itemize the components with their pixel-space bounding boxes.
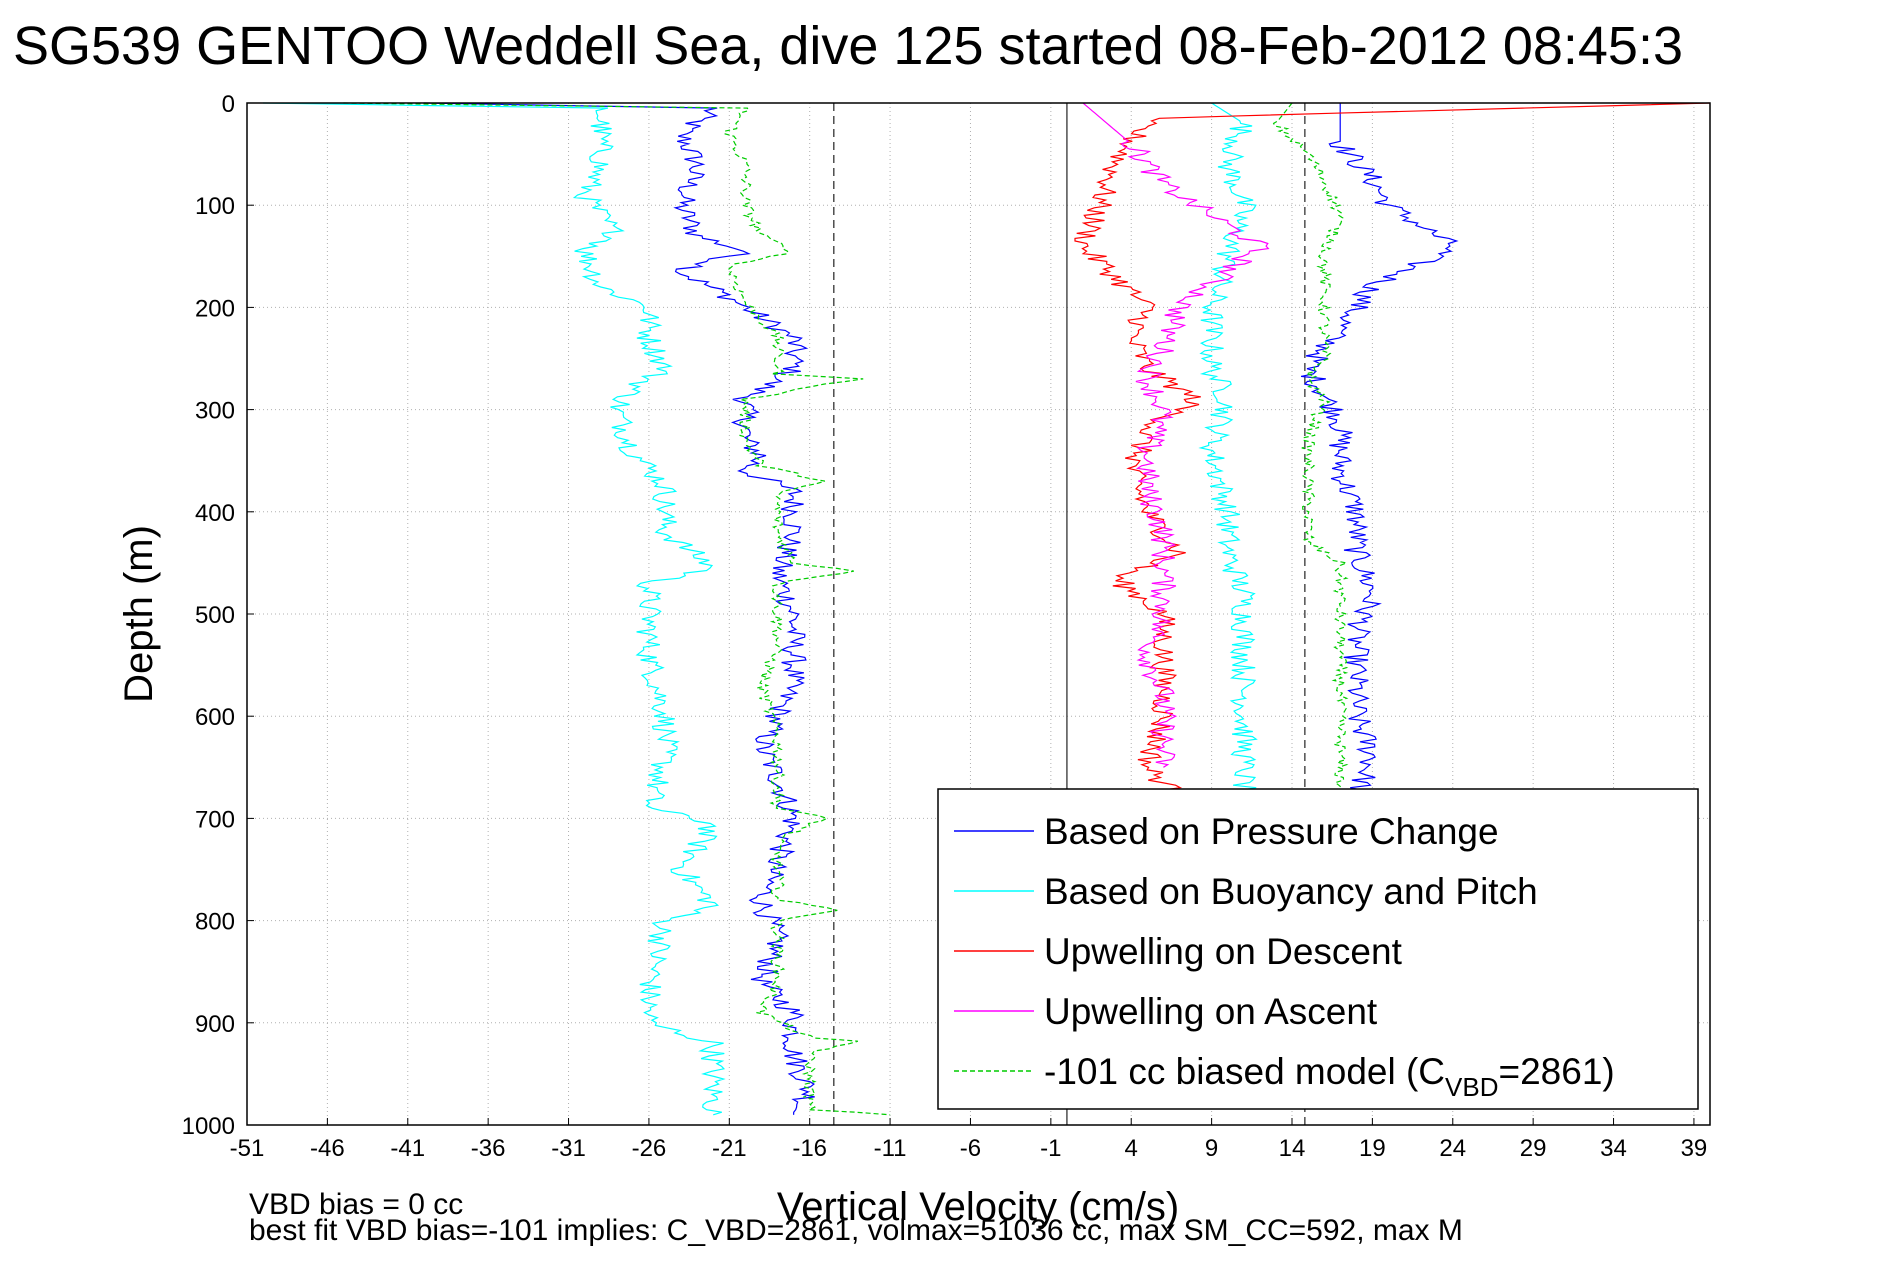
x-tick-label: -51 [230, 1135, 265, 1162]
y-tick-label: 0 [222, 91, 235, 118]
x-tick-label: 19 [1359, 1135, 1386, 1162]
chart-title: SG539 GENTOO Weddell Sea, dive 125 start… [13, 16, 1683, 76]
legend-label-main: -101 cc biased model (C [1044, 1051, 1445, 1092]
x-tick-label: -16 [792, 1135, 827, 1162]
legend-label: Based on Buoyancy and Pitch [1044, 871, 1538, 912]
x-tick-label: 39 [1681, 1135, 1708, 1162]
x-tick-labels: -51 -46 -41 -36 -31 -26 -21 -16 -11 -6 -1 4 9 14 19 24 2… [230, 1135, 1708, 1162]
series-1-line [263, 102, 726, 1116]
x-tick-label: -11 [874, 1135, 907, 1162]
y-tick-label: 600 [195, 704, 235, 731]
x-tick-label: -41 [390, 1135, 425, 1162]
x-tick-label: 34 [1600, 1135, 1627, 1162]
y-tick-label: 900 [195, 1011, 235, 1038]
legend-label: Upwelling on Descent [1044, 931, 1403, 972]
x-tick-label: -1 [1040, 1135, 1061, 1162]
legend-label: Based on Pressure Change [1044, 811, 1499, 852]
y-axis-label: Depth (m) [117, 525, 161, 703]
x-tick-label: -26 [632, 1135, 667, 1162]
y-tick-label: 300 [195, 398, 235, 425]
footer-line-1: VBD bias = 0 cc [249, 1188, 463, 1221]
x-axis-label: Vertical Velocity (cm/s) [777, 1185, 1179, 1229]
series-2-line [1074, 102, 1711, 799]
x-tick-label: 4 [1125, 1135, 1138, 1162]
series-0-line-ascent [1300, 103, 1459, 799]
legend-label: -101 cc biased model (CVBD=2861) [1044, 1051, 1615, 1102]
y-tick-label: 100 [195, 193, 235, 220]
x-tick-label: 9 [1205, 1135, 1218, 1162]
y-tick-label: 800 [195, 909, 235, 936]
series-4-line-ascent [1272, 102, 1349, 799]
y-tick-labels: 0 100 200 300 400 500 600 700 800 900 1000 [182, 91, 235, 1140]
series-3-line [1082, 102, 1270, 768]
y-tick-label: 200 [195, 295, 235, 322]
y-tick-label: 500 [195, 602, 235, 629]
plot-frame [246, 102, 1711, 1126]
x-tick-label: -46 [310, 1135, 345, 1162]
footer-line-2: best fit VBD bias=-101 implies: C_VBD=28… [249, 1214, 1463, 1247]
x-tick-label: -31 [551, 1135, 586, 1162]
x-tick-label: -6 [960, 1135, 981, 1162]
legend: Based on Pressure Change Based on Buoyanc… [937, 788, 1699, 1110]
series-group [263, 102, 1711, 1116]
y-tick-label: 1000 [182, 1113, 235, 1140]
y-tick-label: 700 [195, 806, 235, 833]
x-tick-label: 29 [1520, 1135, 1547, 1162]
legend-label-tail: =2861) [1499, 1051, 1615, 1092]
legend-label-subscript: VBD [1445, 1072, 1498, 1102]
x-tick-label: -21 [712, 1135, 747, 1162]
series-0-line [423, 102, 815, 1115]
series-4-line [343, 102, 891, 1116]
x-tick-label: -36 [471, 1135, 506, 1162]
legend-box [937, 788, 1699, 1110]
legend-label: Upwelling on Ascent [1044, 991, 1378, 1032]
x-tick-label: 14 [1279, 1135, 1306, 1162]
y-tick-label: 400 [195, 500, 235, 527]
series-1-line-ascent [1198, 102, 1258, 799]
x-tick-label: 24 [1439, 1135, 1466, 1162]
